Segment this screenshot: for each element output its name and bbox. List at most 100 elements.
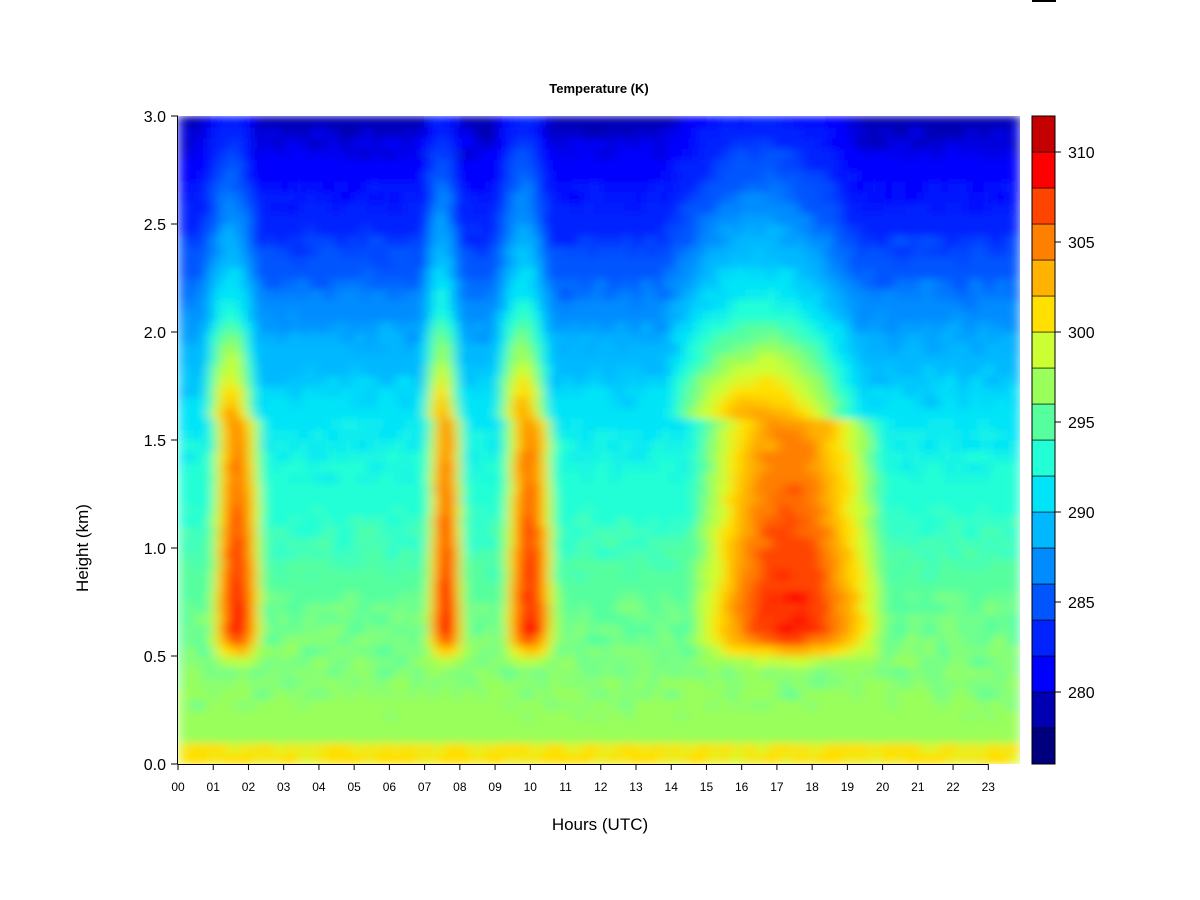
heatmap-cell (304, 742, 309, 754)
heatmap-cell (360, 688, 365, 700)
heatmap-cell (413, 213, 418, 225)
heatmap-cell (318, 494, 323, 506)
heatmap-cell (451, 256, 456, 268)
heatmap-cell (423, 591, 428, 603)
heatmap-cell (202, 677, 207, 689)
heatmap-cell (251, 515, 256, 527)
heatmap-cell (188, 364, 193, 376)
heatmap-cell (367, 602, 372, 614)
heatmap-cell (265, 202, 270, 214)
heatmap-cell (227, 159, 232, 171)
heatmap-cell (349, 634, 355, 646)
heatmap-cell (181, 342, 186, 355)
heatmap-cell (353, 558, 358, 571)
heatmap-cell (377, 494, 383, 506)
heatmap-cell (223, 580, 228, 592)
heatmap-cell (430, 396, 435, 409)
heatmap-cell (311, 407, 316, 419)
heatmap-cell (230, 224, 235, 236)
heatmap-cell (293, 623, 298, 635)
heatmap-cell (223, 731, 228, 743)
heatmap-cell (384, 558, 390, 571)
heatmap-cell (241, 472, 246, 484)
heatmap-cell (314, 537, 319, 549)
heatmap-cell (402, 504, 407, 517)
heatmap-cell (462, 494, 467, 506)
heatmap-cell (448, 137, 453, 149)
heatmap-cell (377, 202, 383, 214)
heatmap-cell (413, 116, 418, 128)
heatmap-cell (269, 656, 274, 668)
heatmap-cell (206, 116, 211, 128)
heatmap-cell (384, 483, 390, 495)
heatmap-cell (384, 116, 390, 128)
heatmap-cell (402, 623, 407, 635)
heatmap-cell (430, 720, 435, 733)
heatmap-cell (377, 342, 383, 355)
heatmap-cell (227, 710, 232, 722)
heatmap-cell (272, 494, 277, 506)
heatmap-cell (318, 375, 323, 387)
heatmap-cell (304, 472, 309, 484)
heatmap-cell (188, 515, 193, 527)
heatmap-cell (178, 126, 183, 139)
heatmap-cell (286, 137, 291, 149)
heatmap-cell (444, 321, 449, 333)
heatmap-cell (370, 126, 376, 139)
heatmap-cell (276, 202, 281, 214)
heatmap-cell (307, 375, 312, 387)
heatmap-cell (384, 267, 390, 279)
heatmap-cell (286, 472, 291, 484)
heatmap-cell (244, 353, 249, 365)
heatmap-cell (185, 342, 190, 355)
heatmap-cell (335, 666, 340, 679)
heatmap-cell (251, 504, 256, 517)
heatmap-cell (392, 645, 397, 657)
heatmap-cell (248, 407, 253, 419)
heatmap-cell (248, 180, 253, 193)
heatmap-cell (283, 234, 288, 247)
heatmap-cell (335, 504, 340, 517)
heatmap-cell (199, 580, 204, 592)
heatmap-cell (353, 461, 358, 473)
heatmap-cell (339, 245, 344, 257)
heatmap-cell (199, 548, 204, 560)
heatmap-cell (423, 634, 428, 646)
heatmap-cell (220, 494, 225, 506)
heatmap-cell (458, 202, 463, 214)
heatmap-cell (384, 461, 390, 473)
heatmap-cell (255, 386, 260, 398)
heatmap-cell (209, 375, 214, 387)
heatmap-cell (392, 731, 397, 743)
heatmap-cell (356, 202, 362, 214)
heatmap-cell (469, 602, 474, 614)
heatmap-cell (469, 677, 474, 689)
heatmap-cell (297, 234, 302, 247)
heatmap-cell (265, 623, 270, 635)
heatmap-cell (195, 256, 200, 268)
heatmap-cell (220, 375, 225, 387)
heatmap-cell (192, 580, 197, 592)
heatmap-cell (269, 677, 274, 689)
heatmap-cell (406, 699, 411, 711)
heatmap-cell (234, 213, 239, 225)
heatmap-cell (437, 569, 442, 581)
heatmap-cell (328, 396, 333, 409)
heatmap-cell (227, 440, 232, 452)
heatmap-cell (465, 677, 470, 689)
heatmap-cell (444, 429, 449, 441)
heatmap-cell (441, 656, 446, 668)
heatmap-cell (413, 677, 418, 689)
heatmap-cell (248, 159, 253, 171)
heatmap-cell (223, 537, 228, 549)
heatmap-cell (423, 450, 428, 463)
heatmap-cell (300, 202, 305, 214)
heatmap-cell (420, 418, 425, 430)
heatmap-cell (441, 526, 446, 538)
heatmap-cell (300, 310, 305, 322)
heatmap-cell (416, 245, 421, 257)
heatmap-cell (377, 656, 383, 668)
heatmap-cell (332, 267, 337, 279)
heatmap-cell (258, 504, 263, 517)
heatmap-cell (441, 472, 446, 484)
